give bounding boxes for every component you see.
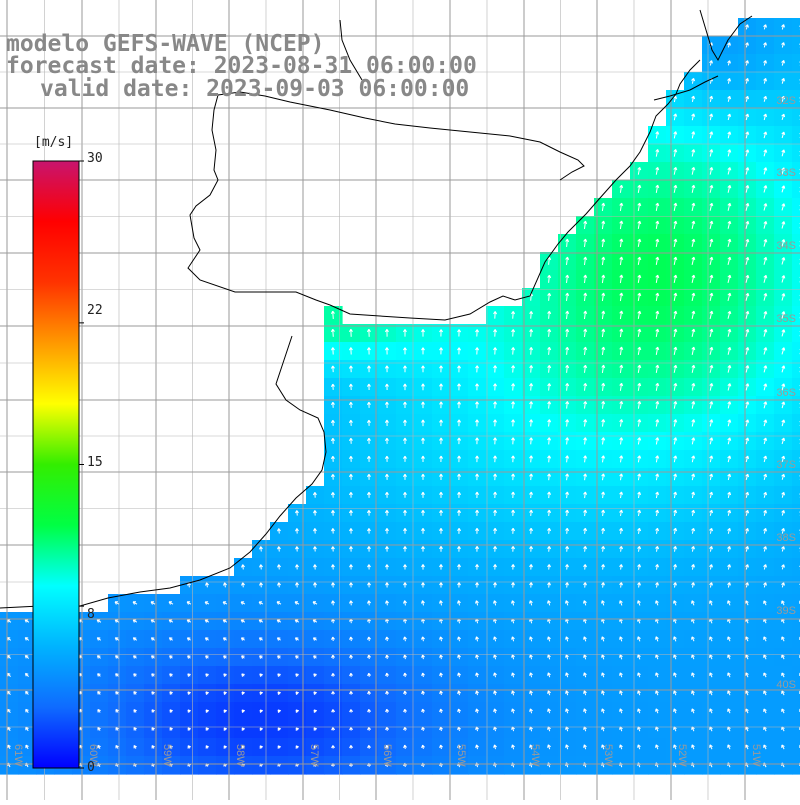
longitude-label: 56W	[381, 744, 393, 767]
wind-speed-cell	[792, 720, 800, 739]
wind-speed-cell	[792, 648, 800, 667]
longitude-label: 59W	[161, 744, 173, 767]
wind-speed-cell	[792, 738, 800, 757]
longitude-label: 61W	[12, 744, 24, 767]
colorbar-scale	[33, 161, 79, 768]
longitude-label: 58W	[234, 744, 246, 767]
wind-speed-cell	[792, 54, 800, 73]
wind-speed-cell	[792, 36, 800, 55]
latitude-label: 32S	[776, 95, 796, 107]
longitude-label: 52W	[676, 744, 688, 767]
colorbar-tick-22: 22	[87, 304, 103, 318]
wind-speed-cell	[792, 288, 800, 307]
wind-speed-cell	[792, 576, 800, 595]
wind-speed-cell	[792, 558, 800, 577]
valid-date: valid date: 2023-09-03 06:00:00	[40, 77, 469, 101]
longitude-label: 54W	[529, 744, 541, 767]
colorbar-tick-30: 30	[87, 152, 103, 166]
longitude-label: 53W	[602, 744, 614, 767]
latitude-label: 34S	[776, 240, 796, 252]
latitude-label: 37S	[776, 459, 796, 471]
latitude-label: 36S	[776, 387, 796, 399]
colorbar-tick-0: 0	[87, 761, 95, 775]
wind-speed-cell	[792, 270, 800, 289]
longitude-label: 57W	[308, 744, 320, 767]
wind-speed-cell	[792, 432, 800, 451]
longitude-label: 55W	[455, 744, 467, 767]
colorbar-tick-15: 15	[87, 456, 103, 470]
wind-speed-cell	[792, 180, 800, 199]
wind-speed-cell	[792, 126, 800, 145]
wind-speed-cell	[792, 756, 800, 775]
colorbar-tick-8: 8	[87, 608, 95, 622]
latitude-label: 40S	[776, 679, 796, 691]
latitude-label: 35S	[776, 313, 796, 325]
wind-speed-cell	[792, 342, 800, 361]
wind-speed-cell	[792, 504, 800, 523]
wind-speed-cell	[792, 414, 800, 433]
colorbar-unit: [m/s]	[34, 136, 73, 150]
wind-speed-cell	[792, 702, 800, 721]
longitude-label: 51W	[750, 744, 762, 767]
wind-speed-cell	[792, 630, 800, 649]
wind-speed-cell	[792, 486, 800, 505]
wind-speed-cell	[792, 72, 800, 91]
forecast-date: forecast date: 2023-08-31 06:00:00	[6, 54, 477, 78]
wind-speed-cell	[792, 18, 800, 37]
colorbar	[33, 161, 84, 768]
wind-speed-cell	[792, 324, 800, 343]
latitude-label: 33S	[776, 167, 796, 179]
latitude-label: 39S	[776, 605, 796, 617]
wind-speed-cell	[792, 144, 800, 163]
wind-speed-cell	[792, 198, 800, 217]
wind-speed-cell	[792, 252, 800, 271]
wind-speed-cell	[792, 216, 800, 235]
latitude-label: 38S	[776, 532, 796, 544]
wind-speed-cell	[792, 108, 800, 127]
